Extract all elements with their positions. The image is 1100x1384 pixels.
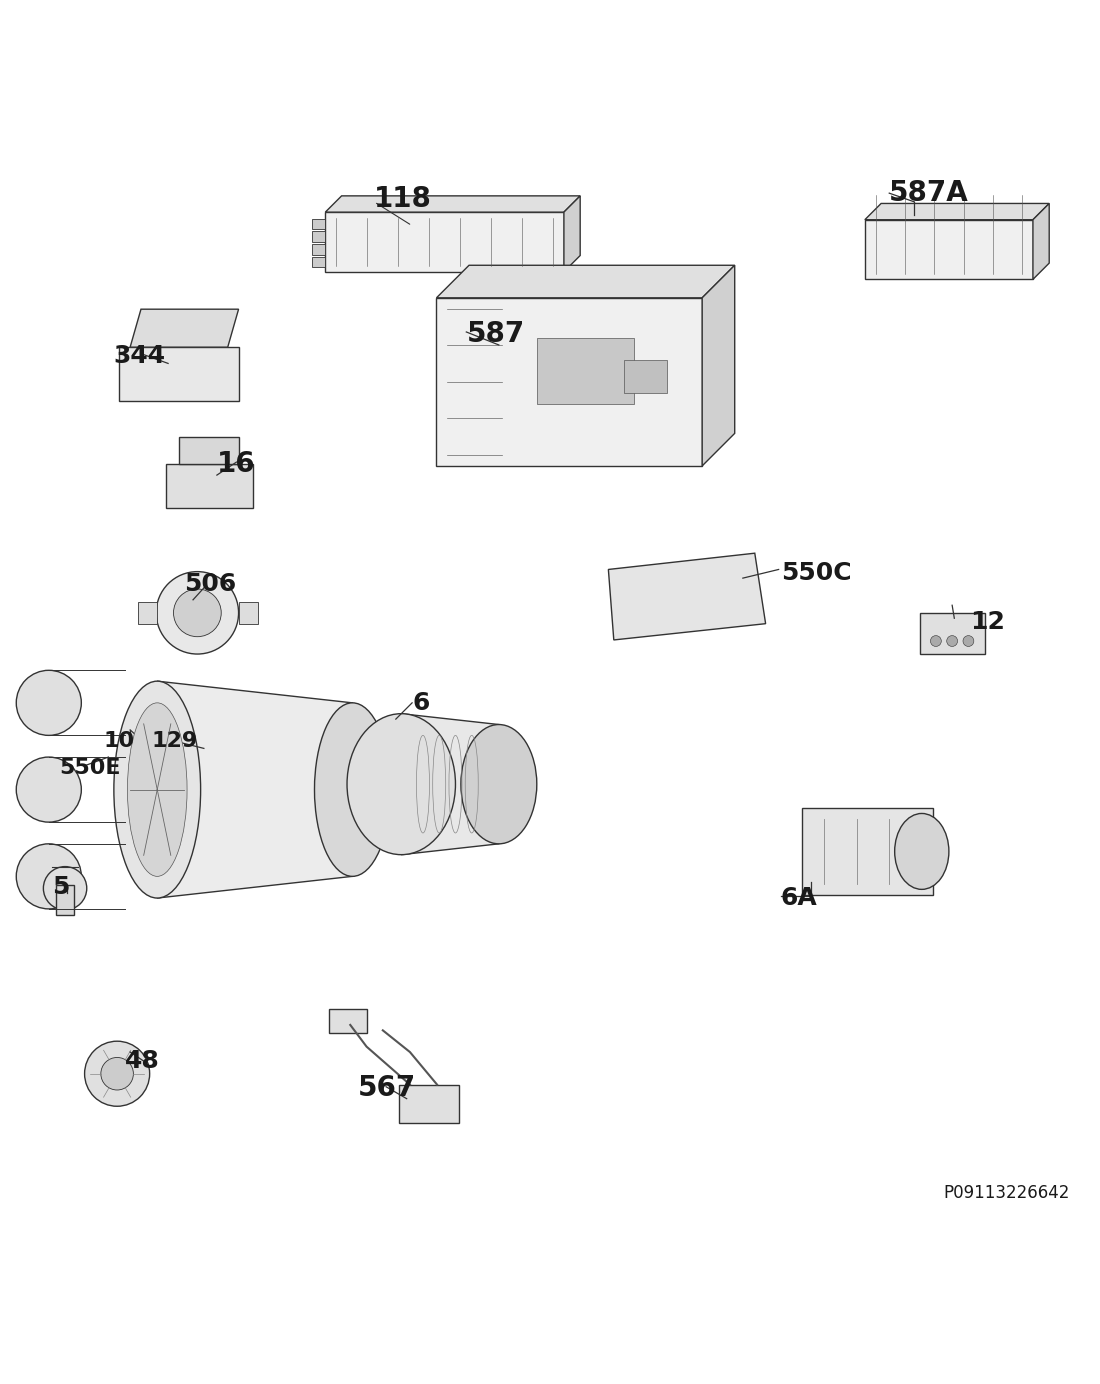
Text: 129: 129 <box>152 731 198 750</box>
Text: 6A: 6A <box>781 886 817 911</box>
Text: 5: 5 <box>52 875 69 900</box>
Polygon shape <box>865 203 1049 220</box>
Text: 344: 344 <box>114 343 166 368</box>
Text: 587: 587 <box>466 320 525 349</box>
Circle shape <box>931 635 942 646</box>
Polygon shape <box>402 714 498 855</box>
Ellipse shape <box>894 814 949 890</box>
Bar <box>329 1009 366 1032</box>
Text: 12: 12 <box>970 609 1005 634</box>
Ellipse shape <box>16 844 81 909</box>
Bar <box>803 808 933 895</box>
Circle shape <box>962 635 974 646</box>
Text: 16: 16 <box>217 450 255 479</box>
Bar <box>138 602 157 624</box>
Polygon shape <box>157 681 352 898</box>
Bar <box>624 360 667 393</box>
Bar <box>119 347 239 401</box>
Circle shape <box>156 572 239 655</box>
Bar <box>312 256 326 267</box>
Bar <box>920 613 984 655</box>
Text: P09113226642: P09113226642 <box>944 1185 1070 1203</box>
Circle shape <box>947 635 958 646</box>
Text: 118: 118 <box>374 184 432 213</box>
Polygon shape <box>326 212 564 271</box>
Text: 550E: 550E <box>59 758 121 778</box>
Ellipse shape <box>128 703 187 876</box>
Bar <box>179 437 239 464</box>
Text: 10: 10 <box>103 731 134 750</box>
Bar <box>312 231 326 242</box>
Text: 506: 506 <box>185 572 236 595</box>
Text: 48: 48 <box>124 1049 160 1073</box>
Polygon shape <box>437 298 702 466</box>
Polygon shape <box>564 197 580 271</box>
Bar <box>56 884 74 915</box>
Circle shape <box>85 1041 150 1106</box>
Text: 587A: 587A <box>889 179 969 208</box>
Polygon shape <box>326 197 580 212</box>
Circle shape <box>43 866 87 909</box>
Polygon shape <box>130 309 239 347</box>
Ellipse shape <box>461 725 537 844</box>
Bar <box>312 244 326 255</box>
Ellipse shape <box>16 670 81 735</box>
Ellipse shape <box>315 703 390 876</box>
Polygon shape <box>437 266 735 298</box>
Text: 567: 567 <box>358 1074 416 1102</box>
Text: 550C: 550C <box>781 561 851 584</box>
Polygon shape <box>702 266 735 466</box>
Polygon shape <box>1033 203 1049 280</box>
Bar <box>312 219 326 230</box>
Bar <box>399 1085 459 1122</box>
Polygon shape <box>346 714 352 855</box>
Ellipse shape <box>114 681 200 898</box>
Bar <box>239 602 258 624</box>
Ellipse shape <box>16 757 81 822</box>
Polygon shape <box>608 554 766 639</box>
Bar <box>537 339 635 404</box>
Circle shape <box>101 1057 133 1091</box>
Text: 6: 6 <box>412 691 429 716</box>
Bar <box>166 464 253 508</box>
Polygon shape <box>865 220 1033 280</box>
Ellipse shape <box>346 714 455 855</box>
Circle shape <box>174 590 221 637</box>
